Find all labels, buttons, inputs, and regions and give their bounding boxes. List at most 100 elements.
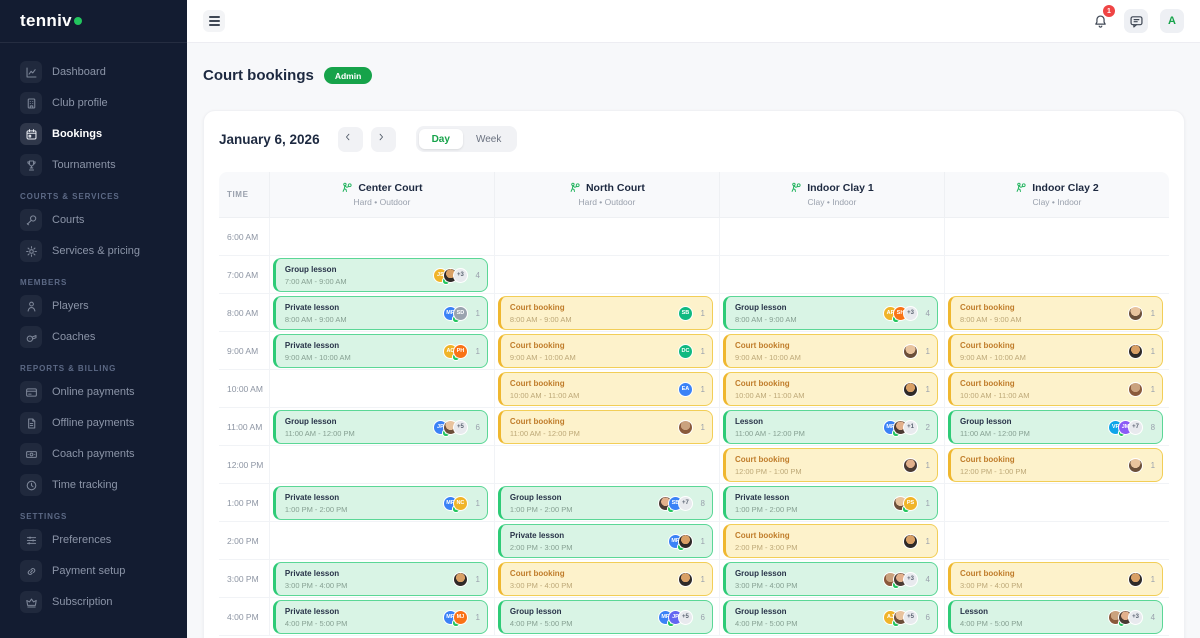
booking-block[interactable]: Group lesson 11:00 AM - 12:00 PM JP✓+5 6 <box>272 410 488 444</box>
empty-slot[interactable] <box>494 332 719 370</box>
booking-block[interactable]: Court booking 3:00 PM - 4:00 PM 1 <box>947 562 1164 596</box>
empty-slot[interactable] <box>269 598 494 636</box>
sidebar-item-coach-payments[interactable]: Coach payments <box>10 440 177 468</box>
week-view-button[interactable]: Week <box>463 129 514 149</box>
booking-block[interactable]: Court booking 9:00 AM - 10:00 AM 1 <box>722 334 938 368</box>
empty-slot[interactable] <box>494 408 719 446</box>
empty-slot[interactable] <box>719 598 944 636</box>
booking-block[interactable]: Court booking 11:00 AM - 12:00 PM 1 <box>497 410 713 444</box>
empty-slot[interactable] <box>944 522 1170 560</box>
empty-slot[interactable] <box>944 218 1170 256</box>
next-day-button[interactable] <box>370 126 396 152</box>
booking-block[interactable]: Group lesson 4:00 PM - 5:00 PM AJ✓+5 6 <box>722 600 938 634</box>
prev-day-button[interactable] <box>337 126 363 152</box>
booking-block[interactable]: Private lesson 4:00 PM - 5:00 PM MP✓MJ 1 <box>272 600 488 634</box>
sidebar-item-coaches[interactable]: Coaches <box>10 323 177 351</box>
empty-slot[interactable] <box>269 408 494 446</box>
notifications-button[interactable]: 1 <box>1088 5 1115 33</box>
booking-block[interactable]: Court booking 3:00 PM - 4:00 PM 1 <box>497 562 713 596</box>
day-view-button[interactable]: Day <box>418 129 463 149</box>
booking-block[interactable]: Private lesson 2:00 PM - 3:00 PM MP✓ 1 <box>497 524 713 558</box>
empty-slot[interactable] <box>719 370 944 408</box>
booking-block[interactable]: Private lesson 1:00 PM - 2:00 PM MP✓NC 1 <box>272 486 488 520</box>
sidebar-item-subscription[interactable]: Subscription <box>10 588 177 616</box>
sidebar-item-tournaments[interactable]: Tournaments <box>10 151 177 179</box>
sidebar-item-club-profile[interactable]: Club profile <box>10 89 177 117</box>
booking-block[interactable]: Court booking 10:00 AM - 11:00 AM EA 1 <box>497 372 713 406</box>
empty-slot[interactable] <box>494 256 719 294</box>
empty-slot[interactable] <box>269 370 494 408</box>
booking-block[interactable]: Court booking 10:00 AM - 11:00 AM 1 <box>947 372 1164 406</box>
booking-block[interactable]: Group lesson 8:00 AM - 9:00 AM AP✓SH+3 4 <box>722 296 938 330</box>
empty-slot[interactable] <box>269 522 494 560</box>
booking-block[interactable]: Court booking 8:00 AM - 9:00 AM SB 1 <box>497 296 713 330</box>
messages-button[interactable] <box>1124 9 1148 33</box>
booking-block[interactable]: Group lesson 11:00 AM - 12:00 PM VP✓JM+7 8 <box>947 410 1164 444</box>
empty-slot[interactable] <box>719 294 944 332</box>
booking-block[interactable]: Group lesson 7:00 AM - 9:00 AM JS✓+3 4 <box>272 258 488 292</box>
menu-button[interactable] <box>203 10 225 32</box>
sidebar-item-online-payments[interactable]: Online payments <box>10 378 177 406</box>
empty-slot[interactable] <box>269 256 494 294</box>
empty-slot[interactable] <box>269 446 494 484</box>
booking-block[interactable]: Private lesson 3:00 PM - 4:00 PM 1 <box>272 562 488 596</box>
empty-slot[interactable] <box>269 484 494 522</box>
empty-slot[interactable] <box>719 484 944 522</box>
empty-slot[interactable] <box>494 370 719 408</box>
empty-slot[interactable] <box>269 332 494 370</box>
sidebar-item-dashboard[interactable]: Dashboard <box>10 58 177 86</box>
avatar-photo <box>902 457 918 473</box>
empty-slot[interactable] <box>944 294 1170 332</box>
empty-slot[interactable] <box>719 256 944 294</box>
empty-slot[interactable] <box>944 408 1170 446</box>
empty-slot[interactable] <box>944 256 1170 294</box>
empty-slot[interactable] <box>944 560 1170 598</box>
booking-block[interactable]: Court booking 12:00 PM - 1:00 PM 1 <box>722 448 938 482</box>
empty-slot[interactable] <box>269 294 494 332</box>
sidebar-item-services-pricing[interactable]: Services & pricing <box>10 237 177 265</box>
empty-slot[interactable] <box>494 294 719 332</box>
sidebar-item-offline-payments[interactable]: Offline payments <box>10 409 177 437</box>
empty-slot[interactable] <box>494 598 719 636</box>
sidebar-item-courts[interactable]: Courts <box>10 206 177 234</box>
booking-block[interactable]: Court booking 8:00 AM - 9:00 AM 1 <box>947 296 1164 330</box>
empty-slot[interactable] <box>269 218 494 256</box>
empty-slot[interactable] <box>944 484 1170 522</box>
booking-block[interactable]: Court booking 9:00 AM - 10:00 AM DC 1 <box>497 334 713 368</box>
booking-block[interactable]: Private lesson 9:00 AM - 10:00 AM AC✓PH 1 <box>272 334 488 368</box>
booking-block[interactable]: Lesson 11:00 AM - 12:00 PM MP✓+1 2 <box>722 410 938 444</box>
avatar-photo <box>1128 305 1144 321</box>
sidebar-item-bookings[interactable]: Bookings <box>10 120 177 148</box>
sidebar-item-time-tracking[interactable]: Time tracking <box>10 471 177 499</box>
empty-slot[interactable] <box>944 370 1170 408</box>
empty-slot[interactable] <box>719 522 944 560</box>
empty-slot[interactable] <box>719 408 944 446</box>
empty-slot[interactable] <box>494 218 719 256</box>
booking-block[interactable]: Court booking 9:00 AM - 10:00 AM 1 <box>947 334 1164 368</box>
empty-slot[interactable] <box>719 560 944 598</box>
empty-slot[interactable] <box>494 522 719 560</box>
empty-slot[interactable] <box>494 560 719 598</box>
empty-slot[interactable] <box>944 332 1170 370</box>
booking-block[interactable]: Group lesson 1:00 PM - 2:00 PM ✓SB+7 8 <box>497 486 713 520</box>
empty-slot[interactable] <box>719 446 944 484</box>
booking-block[interactable]: Court booking 10:00 AM - 11:00 AM 1 <box>722 372 938 406</box>
empty-slot[interactable] <box>719 218 944 256</box>
booking-block[interactable]: Lesson 4:00 PM - 5:00 PM ✓+3 4 <box>947 600 1164 634</box>
empty-slot[interactable] <box>719 332 944 370</box>
booking-block[interactable]: Private lesson 1:00 PM - 2:00 PM ✓PS 1 <box>722 486 938 520</box>
booking-block[interactable]: Group lesson 4:00 PM - 5:00 PM MP✓JP+5 6 <box>497 600 713 634</box>
empty-slot[interactable] <box>269 560 494 598</box>
sidebar-item-payment-setup[interactable]: Payment setup <box>10 557 177 585</box>
empty-slot[interactable] <box>494 484 719 522</box>
booking-block[interactable]: Group lesson 3:00 PM - 4:00 PM ✓+3 4 <box>722 562 938 596</box>
empty-slot[interactable] <box>494 446 719 484</box>
booking-block[interactable]: Court booking 12:00 PM - 1:00 PM 1 <box>947 448 1164 482</box>
booking-block[interactable]: Private lesson 8:00 AM - 9:00 AM MP✓SD 1 <box>272 296 488 330</box>
user-avatar-button[interactable]: A <box>1160 9 1184 33</box>
empty-slot[interactable] <box>944 446 1170 484</box>
booking-block[interactable]: Court booking 2:00 PM - 3:00 PM 1 <box>722 524 938 558</box>
sidebar-item-players[interactable]: Players <box>10 292 177 320</box>
empty-slot[interactable] <box>944 598 1170 636</box>
sidebar-item-preferences[interactable]: Preferences <box>10 526 177 554</box>
